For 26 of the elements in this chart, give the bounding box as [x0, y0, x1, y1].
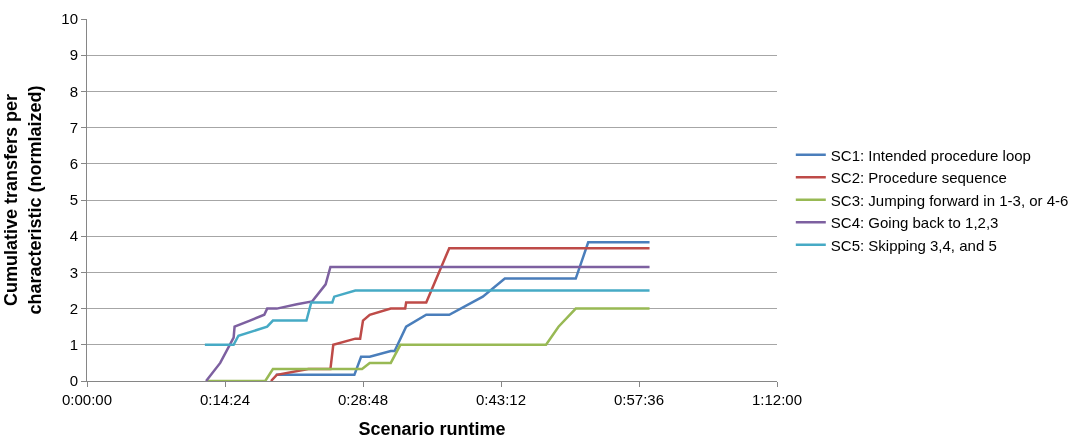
y-tick-label: 1	[69, 336, 78, 354]
x-tick-label: 1:12:00	[751, 391, 803, 408]
x-axis-title: Scenario runtime	[358, 419, 506, 440]
legend-label: SC1: Intended procedure loop	[830, 146, 1031, 164]
x-tick-label: 0:43:12	[475, 391, 527, 408]
y-tick-label: 10	[61, 10, 78, 28]
y-tick-label: 3	[69, 263, 78, 281]
y-tick-label: 7	[69, 118, 78, 136]
y-tick-label: 0	[69, 372, 78, 390]
y-tick-label: 9	[69, 46, 78, 64]
x-tick-label: 0:28:48	[337, 391, 389, 408]
y-tick-label: 5	[69, 191, 78, 209]
legend-label: SC3: Jumping forward in 1-3, or 4-6	[830, 191, 1069, 209]
y-tick-label: 4	[69, 227, 78, 245]
x-tick-label: 0:00:00	[61, 391, 113, 408]
legend-label: SC5: Skipping 3,4, and 5	[830, 236, 997, 254]
y-tick-label: 6	[69, 155, 78, 173]
y-tick-label: 8	[69, 82, 78, 100]
x-tick-label: 0:57:36	[613, 391, 665, 408]
legend-label: SC2: Procedure sequence	[830, 169, 1007, 187]
line-series	[204, 265, 651, 381]
line-series	[203, 289, 651, 347]
y-axis-title: Cumulative transfers per characteristic (normlaized)	[1, 85, 45, 315]
x-tick-label: 0:14:24	[199, 391, 251, 408]
y-tick-label: 2	[69, 299, 78, 317]
legend-label: SC4: Going back to 1,2,3	[830, 214, 999, 232]
